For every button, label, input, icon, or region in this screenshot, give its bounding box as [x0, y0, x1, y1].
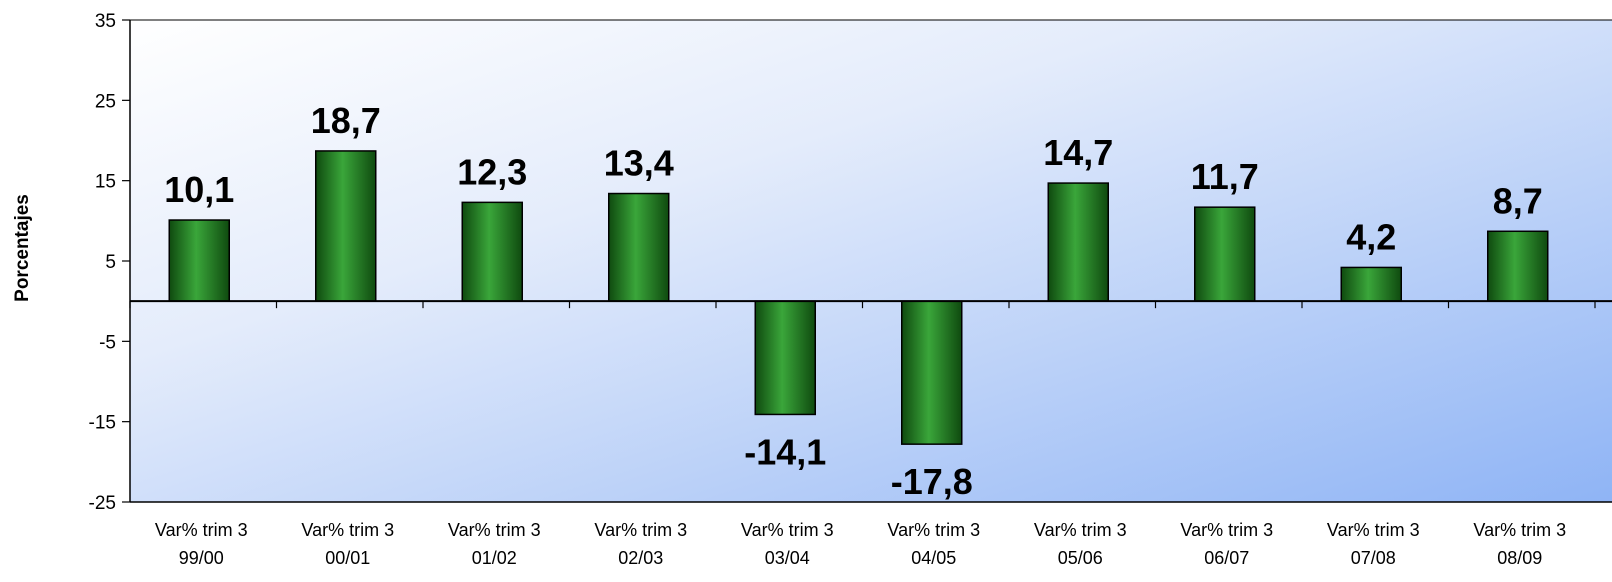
bar: [1487, 230, 1549, 302]
data-label: 18,7: [311, 100, 381, 141]
x-tick-label: Var% trim 3 07/08: [1327, 520, 1420, 568]
bar: [608, 192, 670, 302]
axes: [122, 19, 1612, 503]
x-tick-label: Var% trim 3 05/06: [1034, 520, 1127, 568]
data-label: -14,1: [744, 431, 826, 472]
data-label: 14,7: [1043, 132, 1113, 173]
y-tick-label: 5: [105, 252, 116, 273]
y-tick-label: 25: [95, 91, 116, 112]
data-label: 11,7: [1191, 156, 1259, 197]
bar: [754, 300, 816, 416]
data-label: 8,7: [1493, 180, 1543, 221]
y-tick-label: -5: [99, 332, 116, 353]
x-tick-label: Var% trim 3 08/09: [1473, 520, 1566, 568]
y-tick-label: -25: [89, 493, 116, 514]
data-label: 13,4: [604, 143, 674, 184]
y-axis-title: Porcentajes: [12, 194, 33, 302]
plot-area: [130, 20, 1612, 502]
y-tick-label: 15: [95, 172, 116, 193]
x-tick-label: Var% trim 3 02/03: [594, 520, 687, 568]
bar: [168, 219, 230, 302]
data-label: 10,1: [164, 169, 234, 210]
data-label: -17,8: [891, 461, 973, 502]
bar: [315, 150, 377, 302]
x-tick-label: Var% trim 3 01/02: [448, 520, 541, 568]
labels: 35 25 15 5 -5 -15 -25 10,1 Var% trim 3 99/00 18,7 V…: [89, 11, 1567, 568]
bar: [1194, 206, 1256, 302]
x-tick-label: Var% trim 3 00/01: [301, 520, 394, 568]
data-label: 4,2: [1346, 216, 1396, 257]
data-label: 12,3: [457, 151, 527, 192]
bars: [168, 150, 1549, 445]
y-tick-label: -15: [89, 413, 116, 434]
bar: [461, 201, 523, 302]
x-tick-label: Var% trim 3 04/05: [887, 520, 980, 568]
y-tick-label: 35: [95, 11, 116, 32]
x-tick-label: Var% trim 3 99/00: [155, 520, 248, 568]
x-tick-label: Var% trim 3 06/07: [1180, 520, 1273, 568]
bar: [1340, 266, 1402, 302]
bar: [901, 300, 963, 445]
x-tick-label: Var% trim 3 03/04: [741, 520, 834, 568]
bar: [1047, 182, 1109, 302]
